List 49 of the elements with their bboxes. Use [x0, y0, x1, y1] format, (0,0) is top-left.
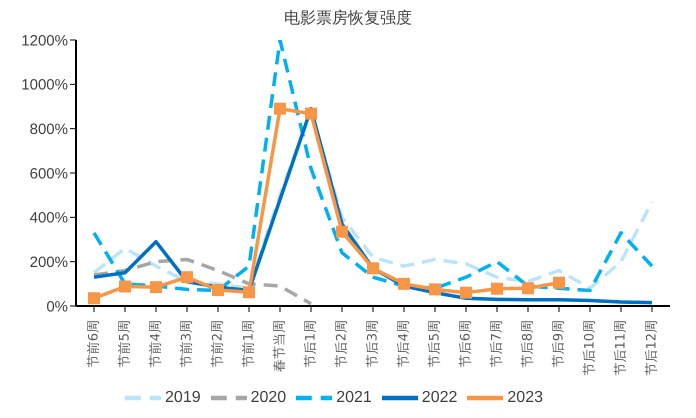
x-tick-label: 节前1周: [242, 320, 256, 368]
x-tick-label: 节后11周: [614, 320, 628, 376]
point: [181, 271, 193, 284]
point: [522, 282, 534, 294]
legend-label: 2020: [250, 389, 286, 406]
y-tick-label: 0%: [46, 298, 68, 316]
point: [305, 108, 317, 120]
chart-title: 电影票房恢复强度: [283, 8, 413, 29]
x-tick-label: 节前3周: [180, 320, 194, 368]
y-tick-label: 1200%: [21, 32, 68, 50]
point: [274, 102, 286, 115]
x-tick-label: 节后9周: [552, 320, 566, 368]
x-tick-label: 节后1周: [304, 320, 318, 368]
point: [243, 286, 255, 298]
point: [150, 281, 162, 294]
x-tick-label: 节后5周: [428, 320, 442, 368]
line-series: [92, 258, 313, 306]
legend-label: 2023: [507, 389, 543, 406]
x-tick-label: 春节当周: [272, 320, 288, 372]
y-tick-label: 1000%: [21, 76, 68, 94]
y-tick-label: 600%: [30, 165, 68, 182]
point: [367, 262, 379, 274]
y-tick-label: 200%: [30, 254, 68, 271]
point: [398, 278, 410, 290]
y-tick-label: 400%: [30, 210, 68, 227]
point: [460, 286, 472, 299]
legend-label: 2019: [165, 389, 201, 406]
x-tick-label: 节后10周: [582, 320, 598, 376]
x-tick-label: 节前5周: [118, 320, 132, 368]
point: [212, 284, 224, 296]
x-tick-label: 节前2周: [210, 320, 226, 368]
x-tick-label: 节前6周: [86, 320, 102, 368]
point: [553, 276, 565, 289]
point: [491, 282, 503, 295]
point: [119, 280, 131, 292]
x-tick-label: 节后2周: [334, 320, 350, 368]
x-tick-label: 节后12周: [644, 320, 660, 376]
y-tick-label: 800%: [30, 120, 68, 138]
legend-label: 2022: [422, 389, 458, 406]
point: [88, 292, 100, 304]
point: [336, 226, 348, 238]
x-tick-label: 节后8周: [520, 320, 536, 368]
x-tick-label: 节后3周: [366, 320, 380, 368]
x-tick-label: 节后6周: [458, 320, 474, 368]
x-tick-label: 节后4周: [396, 320, 412, 368]
x-tick-label: 节后7周: [490, 320, 504, 368]
legend-label: 2021: [336, 389, 372, 406]
point: [429, 283, 441, 296]
x-tick-label: 节前4周: [148, 320, 164, 368]
